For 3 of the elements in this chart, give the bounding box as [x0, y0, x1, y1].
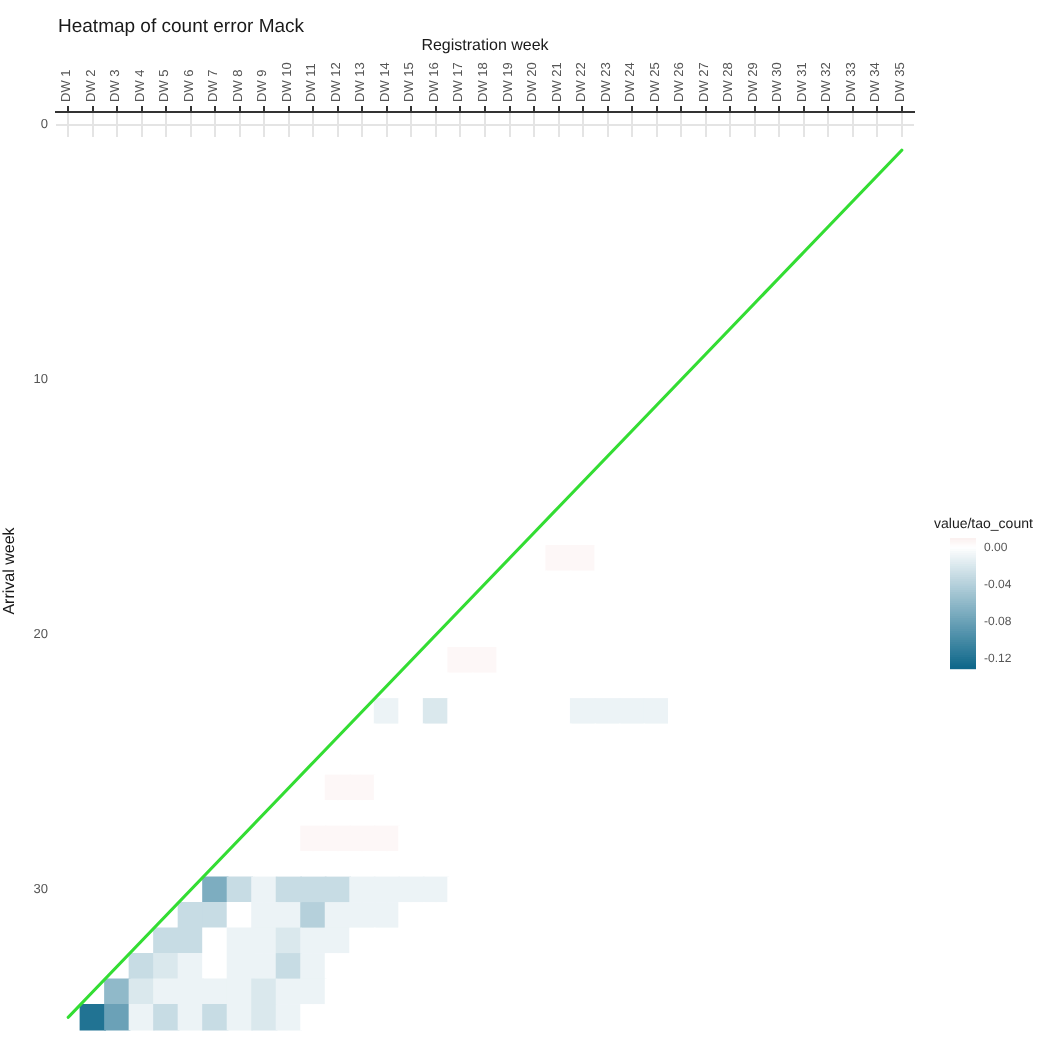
y-axis-title: Arrival week — [0, 525, 19, 615]
x-axis-title: Registration week — [421, 36, 551, 55]
chart-title: Heatmap of count error Mack — [58, 16, 305, 40]
